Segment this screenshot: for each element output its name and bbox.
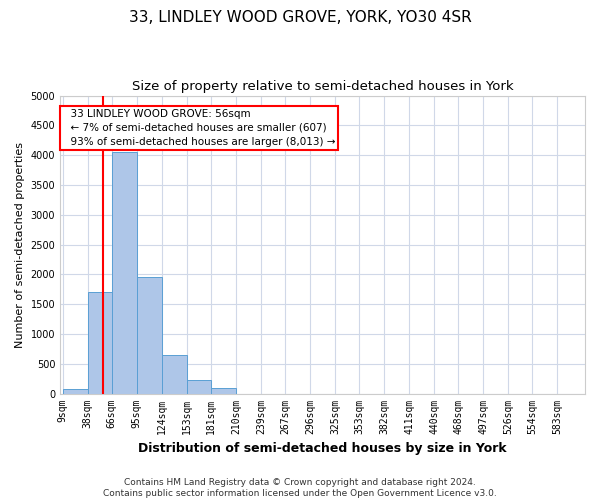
Text: Contains HM Land Registry data © Crown copyright and database right 2024.
Contai: Contains HM Land Registry data © Crown c…	[103, 478, 497, 498]
Bar	[88, 292, 112, 394]
Bar	[211, 388, 236, 394]
Text: 33, LINDLEY WOOD GROVE, YORK, YO30 4SR: 33, LINDLEY WOOD GROVE, YORK, YO30 4SR	[128, 10, 472, 25]
Bar	[112, 152, 137, 394]
Text: 33 LINDLEY WOOD GROVE: 56sqm
  ← 7% of semi-detached houses are smaller (607)
  : 33 LINDLEY WOOD GROVE: 56sqm ← 7% of sem…	[64, 108, 335, 146]
Bar	[63, 389, 88, 394]
Bar	[162, 355, 187, 394]
Y-axis label: Number of semi-detached properties: Number of semi-detached properties	[15, 142, 25, 348]
Bar	[187, 380, 211, 394]
X-axis label: Distribution of semi-detached houses by size in York: Distribution of semi-detached houses by …	[138, 442, 507, 455]
Title: Size of property relative to semi-detached houses in York: Size of property relative to semi-detach…	[132, 80, 514, 93]
Bar	[137, 278, 162, 394]
